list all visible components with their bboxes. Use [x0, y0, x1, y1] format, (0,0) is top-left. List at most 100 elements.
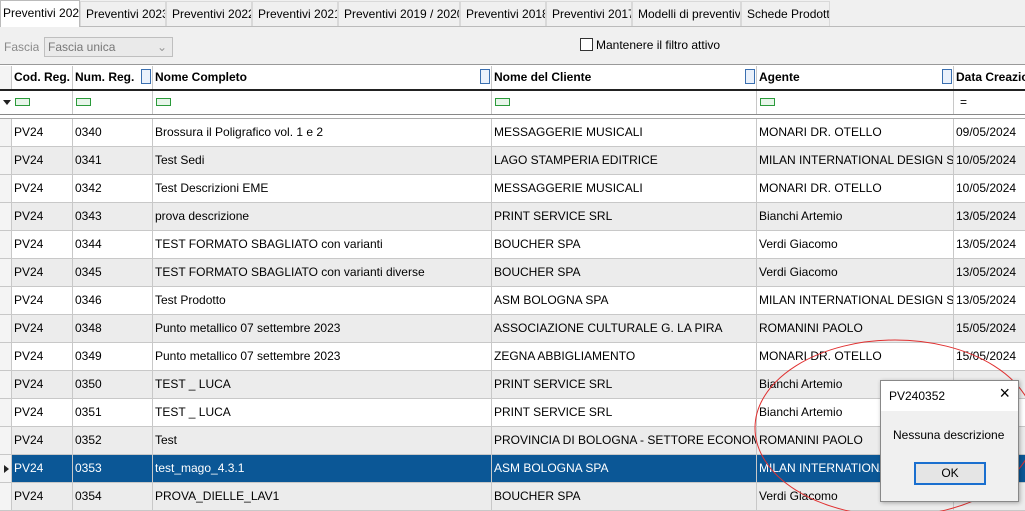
table-cell[interactable]: PRINT SERVICE SRL: [492, 399, 757, 427]
table-cell[interactable]: MESSAGGERIE MUSICALI: [492, 119, 757, 147]
table-cell[interactable]: TEST FORMATO SBAGLIATO con varianti dive…: [153, 259, 492, 287]
table-cell[interactable]: 15/05/2024: [954, 315, 1025, 343]
table-cell[interactable]: Test Descrizioni EME: [153, 175, 492, 203]
table-cell[interactable]: PV24: [12, 203, 73, 231]
tab[interactable]: Preventivi 2023: [80, 1, 166, 26]
table-cell[interactable]: Verdi Giacomo: [757, 259, 954, 287]
table-cell[interactable]: Punto metallico 07 settembre 2023: [153, 343, 492, 371]
table-cell[interactable]: Verdi Giacomo: [757, 231, 954, 259]
table-cell[interactable]: MONARI DR. OTELLO: [757, 175, 954, 203]
column-header[interactable]: Cod. Reg.: [12, 66, 73, 90]
table-cell[interactable]: 0343: [73, 203, 153, 231]
table-cell[interactable]: BOUCHER SPA: [492, 259, 757, 287]
table-cell[interactable]: PV24: [12, 343, 73, 371]
table-cell[interactable]: Bianchi Artemio: [757, 203, 954, 231]
table-cell[interactable]: 13/05/2024: [954, 287, 1025, 315]
table-cell[interactable]: test_mago_4.3.1: [153, 455, 492, 483]
tab[interactable]: Preventivi 2018: [460, 1, 546, 26]
table-cell[interactable]: 13/05/2024: [954, 259, 1025, 287]
table-cell[interactable]: 0353: [73, 455, 153, 483]
table-cell[interactable]: Punto metallico 07 settembre 2023: [153, 315, 492, 343]
table-cell[interactable]: 13/05/2024: [954, 231, 1025, 259]
filter-icon[interactable]: [745, 69, 755, 84]
abc-icon[interactable]: [76, 98, 91, 106]
table-cell[interactable]: PV24: [12, 287, 73, 315]
table-cell[interactable]: 0345: [73, 259, 153, 287]
table-cell[interactable]: MONARI DR. OTELLO: [757, 119, 954, 147]
checkbox-label[interactable]: Mantenere il filtro attivo: [596, 38, 721, 52]
table-cell[interactable]: PV24: [12, 371, 73, 399]
ok-button[interactable]: OK: [914, 462, 986, 485]
table-cell[interactable]: Test Sedi: [153, 147, 492, 175]
table-cell[interactable]: PRINT SERVICE SRL: [492, 203, 757, 231]
table-cell[interactable]: PV24: [12, 399, 73, 427]
table-cell[interactable]: LAGO STAMPERIA EDITRICE: [492, 147, 757, 175]
table-cell[interactable]: 0349: [73, 343, 153, 371]
table-cell[interactable]: PRINT SERVICE SRL: [492, 371, 757, 399]
abc-icon[interactable]: [760, 98, 775, 106]
table-cell[interactable]: Test Prodotto: [153, 287, 492, 315]
table-cell[interactable]: 10/05/2024: [954, 175, 1025, 203]
table-cell[interactable]: 09/05/2024: [954, 119, 1025, 147]
tab[interactable]: Preventivi 2019 / 2020: [338, 1, 460, 26]
table-cell[interactable]: TEST _ LUCA: [153, 371, 492, 399]
table-cell[interactable]: prova descrizione: [153, 203, 492, 231]
table-cell[interactable]: TEST FORMATO SBAGLIATO con varianti: [153, 231, 492, 259]
column-header[interactable]: Num. Reg.: [73, 66, 153, 90]
close-button[interactable]: ×: [999, 383, 1010, 403]
table-cell[interactable]: MILAN INTERNATIONAL DESIGN SRL: [757, 287, 954, 315]
table-cell[interactable]: 0351: [73, 399, 153, 427]
tab[interactable]: Preventivi 2017: [546, 1, 632, 26]
table-cell[interactable]: 0341: [73, 147, 153, 175]
table-cell[interactable]: 15/05/2024: [954, 343, 1025, 371]
table-cell[interactable]: BOUCHER SPA: [492, 483, 757, 511]
table-cell[interactable]: 0352: [73, 427, 153, 455]
table-cell[interactable]: BOUCHER SPA: [492, 231, 757, 259]
table-cell[interactable]: MESSAGGERIE MUSICALI: [492, 175, 757, 203]
column-header[interactable]: Nome Completo: [153, 66, 492, 90]
table-cell[interactable]: Test: [153, 427, 492, 455]
table-cell[interactable]: 0342: [73, 175, 153, 203]
table-cell[interactable]: ASM BOLOGNA SPA: [492, 455, 757, 483]
column-header[interactable]: Agente: [757, 66, 954, 90]
date-filter-op[interactable]: =: [960, 95, 968, 109]
column-header[interactable]: Data Creazione: [954, 66, 1025, 90]
table-cell[interactable]: PV24: [12, 455, 73, 483]
table-cell[interactable]: PV24: [12, 231, 73, 259]
table-cell[interactable]: ASM BOLOGNA SPA: [492, 287, 757, 315]
table-cell[interactable]: 10/05/2024: [954, 147, 1025, 175]
table-cell[interactable]: PV24: [12, 147, 73, 175]
table-cell[interactable]: ASSOCIAZIONE CULTURALE G. LA PIRA: [492, 315, 757, 343]
table-cell[interactable]: 0346: [73, 287, 153, 315]
table-cell[interactable]: 13/05/2024: [954, 203, 1025, 231]
table-cell[interactable]: 0340: [73, 119, 153, 147]
tab[interactable]: Preventivi 2021: [252, 1, 338, 26]
table-cell[interactable]: MONARI DR. OTELLO: [757, 343, 954, 371]
filter-icon[interactable]: [480, 69, 490, 84]
table-cell[interactable]: MILAN INTERNATIONAL DESIGN SRL: [757, 147, 954, 175]
table-cell[interactable]: 0350: [73, 371, 153, 399]
table-cell[interactable]: ROMANINI PAOLO: [757, 315, 954, 343]
combo-box[interactable]: Fascia unica ⌄: [44, 37, 173, 57]
tab[interactable]: Schede Prodotto: [741, 1, 830, 26]
table-cell[interactable]: 0344: [73, 231, 153, 259]
table-cell[interactable]: PV24: [12, 315, 73, 343]
table-cell[interactable]: PV24: [12, 427, 73, 455]
column-header[interactable]: Nome del Cliente: [492, 66, 757, 90]
table-cell[interactable]: PROVINCIA DI BOLOGNA - SETTORE ECONOMATO: [492, 427, 757, 455]
tab[interactable]: Preventivi 2022: [166, 1, 252, 26]
table-cell[interactable]: PV24: [12, 119, 73, 147]
abc-icon[interactable]: [495, 98, 510, 106]
table-cell[interactable]: Brossura il Poligrafico vol. 1 e 2: [153, 119, 492, 147]
table-cell[interactable]: TEST _ LUCA: [153, 399, 492, 427]
abc-icon[interactable]: [15, 98, 30, 106]
abc-icon[interactable]: [156, 98, 171, 106]
table-cell[interactable]: PV24: [12, 175, 73, 203]
checkbox[interactable]: [580, 38, 593, 51]
filter-icon[interactable]: [141, 69, 151, 84]
table-cell[interactable]: ZEGNA ABBIGLIAMENTO: [492, 343, 757, 371]
table-cell[interactable]: PV24: [12, 259, 73, 287]
table-cell[interactable]: 0348: [73, 315, 153, 343]
filter-icon[interactable]: [942, 69, 952, 84]
tab[interactable]: Modelli di preventivo: [632, 1, 741, 26]
